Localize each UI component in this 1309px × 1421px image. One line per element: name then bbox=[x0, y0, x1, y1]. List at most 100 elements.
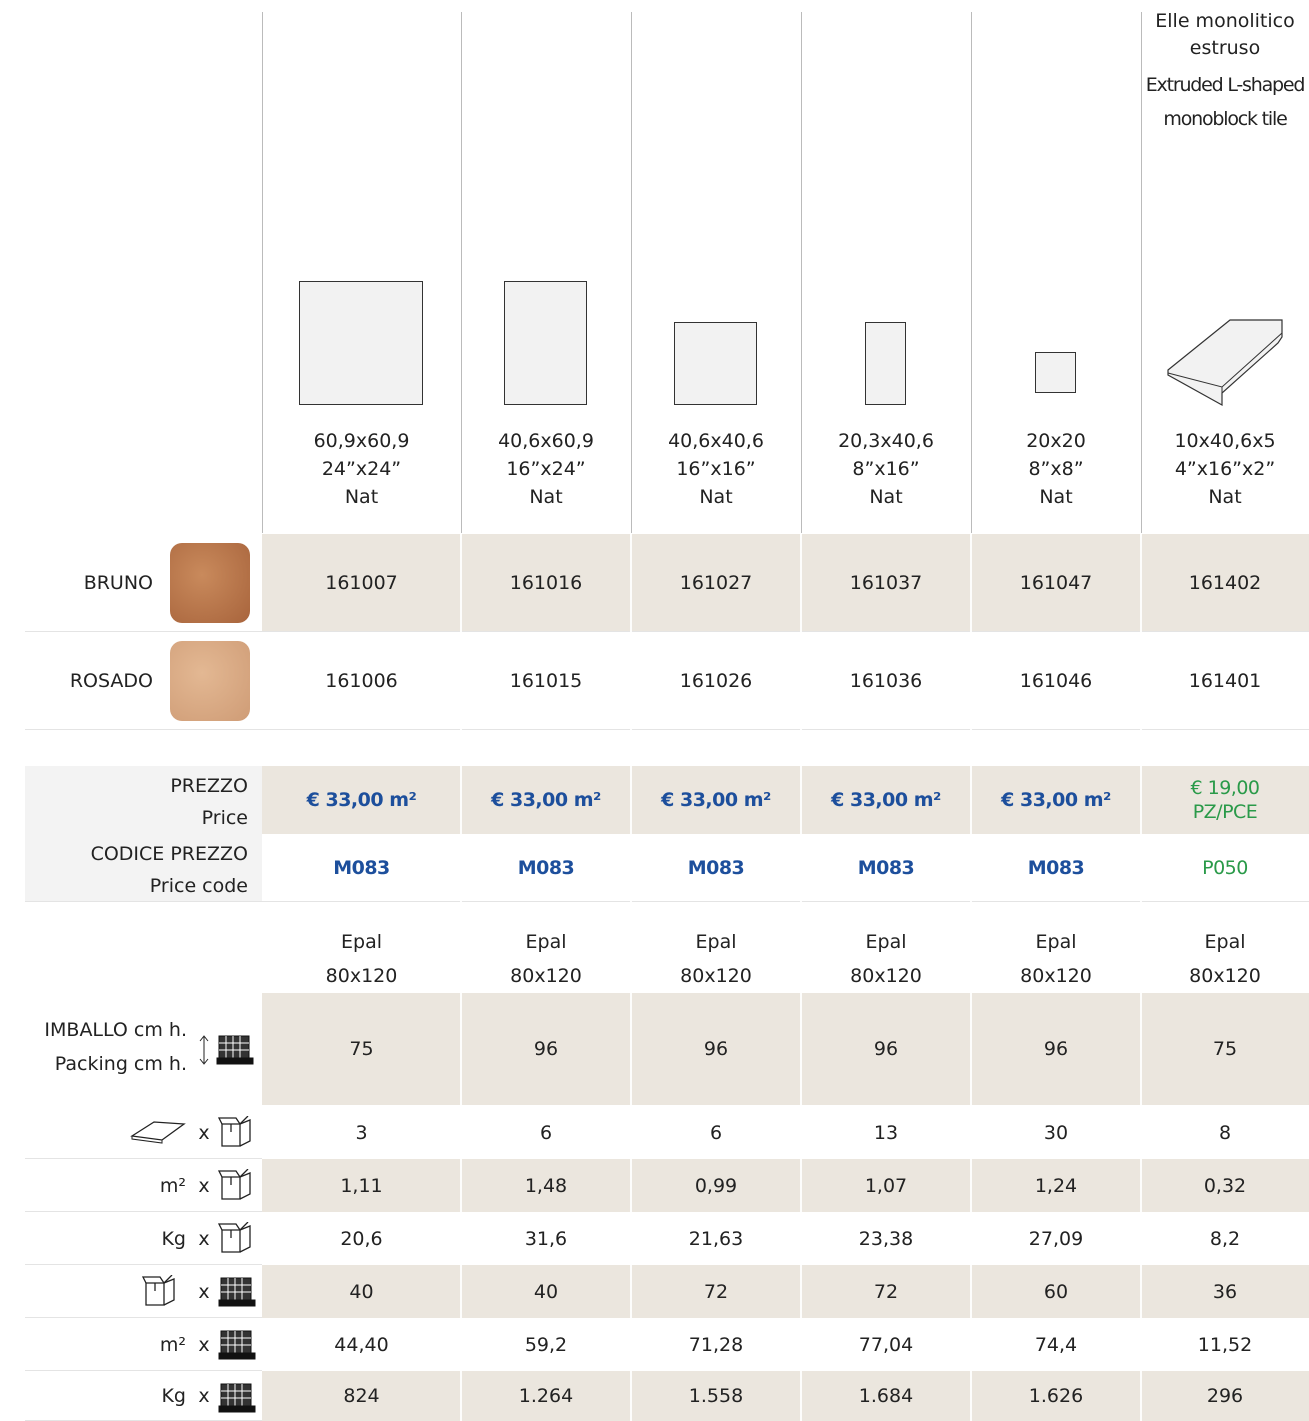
tile-drawing bbox=[504, 281, 587, 405]
tile-icon-svg bbox=[130, 1118, 186, 1146]
packing-value: 96 bbox=[461, 993, 631, 1105]
row-value: 1.558 bbox=[631, 1371, 801, 1421]
row-value: 6 bbox=[631, 1106, 801, 1159]
row-unit: m² bbox=[110, 1159, 186, 1212]
product-code: 161047 bbox=[971, 534, 1141, 632]
product-code: 161046 bbox=[971, 632, 1141, 730]
tile-drawing bbox=[299, 281, 423, 405]
product-code: 161402 bbox=[1141, 534, 1309, 632]
format-inches: 4”x16”x2” bbox=[1141, 455, 1309, 483]
product-code: 161027 bbox=[631, 534, 801, 632]
pallet-type: Epal bbox=[262, 928, 461, 956]
l-tile-drawing-svg bbox=[1160, 315, 1290, 410]
format-finish: Nat bbox=[631, 483, 801, 511]
price-list-page: Elle monolitico estrusoExtruded L-shaped… bbox=[0, 0, 1309, 1421]
row-value: 77,04 bbox=[801, 1318, 971, 1371]
carton-icon bbox=[142, 1275, 178, 1307]
cell-divider bbox=[970, 534, 972, 1421]
color-name: ROSADO bbox=[25, 632, 153, 730]
format-inches: 16”x24” bbox=[461, 455, 631, 483]
pallet-size: 80x120 bbox=[1141, 962, 1309, 990]
unit-icon bbox=[218, 1381, 256, 1413]
format-inches: 16”x16” bbox=[631, 455, 801, 483]
pallet-size: 80x120 bbox=[631, 962, 801, 990]
row-value: 1.684 bbox=[801, 1371, 971, 1421]
row-value: 20,6 bbox=[262, 1212, 461, 1265]
packing-value: 96 bbox=[971, 993, 1141, 1105]
packing-value: 75 bbox=[262, 993, 461, 1105]
format-finish: Nat bbox=[262, 483, 461, 511]
product-code: 161026 bbox=[631, 632, 801, 730]
row-value: 8 bbox=[1141, 1106, 1309, 1159]
row-value: 1.264 bbox=[461, 1371, 631, 1421]
format-size: 10x40,6x5 bbox=[1141, 427, 1309, 455]
packing-label: IMBALLO cm h. bbox=[25, 1013, 187, 1047]
pallet-type: Epal bbox=[971, 928, 1141, 956]
unit-icon bbox=[218, 1169, 256, 1201]
special-title-it: Elle monolitico estruso bbox=[1141, 8, 1309, 64]
product-code: 161016 bbox=[461, 534, 631, 632]
cell-divider bbox=[460, 534, 462, 1421]
row-value: 59,2 bbox=[461, 1318, 631, 1371]
row-value: 74,4 bbox=[971, 1318, 1141, 1371]
product-code: 161015 bbox=[461, 632, 631, 730]
row-times: x bbox=[194, 1265, 214, 1318]
height-icon-svg bbox=[196, 1033, 256, 1067]
unit-icon-svg bbox=[218, 1275, 256, 1307]
row-unit: Kg bbox=[110, 1371, 186, 1421]
special-title-en: Extruded L-shaped monoblock tile bbox=[1141, 68, 1309, 132]
unit-icon-svg bbox=[218, 1328, 256, 1360]
pallet-type: Epal bbox=[461, 928, 631, 956]
pallet-size: 80x120 bbox=[262, 962, 461, 990]
price-code-value: M083 bbox=[656, 834, 776, 902]
price-value: € 19,00 PZ/PCE bbox=[1166, 766, 1284, 834]
packing-label-en: Packing cm h. bbox=[25, 1047, 187, 1081]
row-value: 72 bbox=[631, 1265, 801, 1318]
price-value: € 33,00 m² bbox=[826, 766, 946, 834]
cell-divider bbox=[1140, 534, 1142, 1421]
unit-icon-svg bbox=[218, 1381, 256, 1413]
color-swatch bbox=[170, 641, 250, 721]
row-value: 0,32 bbox=[1141, 1159, 1309, 1212]
price-value: € 33,00 m² bbox=[656, 766, 776, 834]
row-times: x bbox=[194, 1106, 214, 1159]
color-swatch bbox=[170, 543, 250, 623]
pallet-size: 80x120 bbox=[461, 962, 631, 990]
row-value: 27,09 bbox=[971, 1212, 1141, 1265]
product-code: 161006 bbox=[262, 632, 461, 730]
product-code: 161036 bbox=[801, 632, 971, 730]
format-finish: Nat bbox=[801, 483, 971, 511]
cell-divider bbox=[800, 534, 802, 1421]
unit-icon bbox=[218, 1222, 256, 1254]
pallet-type: Epal bbox=[1141, 928, 1309, 956]
tile-drawing bbox=[674, 322, 757, 405]
price-label: PREZZO bbox=[25, 770, 248, 802]
row-unit: Kg bbox=[110, 1212, 186, 1265]
pallet-size: 80x120 bbox=[801, 962, 971, 990]
row-value: 1,48 bbox=[461, 1159, 631, 1212]
format-size: 20,3x40,6 bbox=[801, 427, 971, 455]
format-size: 40,6x60,9 bbox=[461, 427, 631, 455]
tile-icon bbox=[130, 1118, 186, 1146]
packing-value: 96 bbox=[631, 993, 801, 1105]
packing-value: 96 bbox=[801, 993, 971, 1105]
packing-value: 75 bbox=[1141, 993, 1309, 1105]
format-finish: Nat bbox=[1141, 483, 1309, 511]
price-label: CODICE PREZZO bbox=[25, 838, 248, 870]
price-value: € 33,00 m² bbox=[486, 766, 606, 834]
unit-icon bbox=[218, 1116, 256, 1148]
row-value: 40 bbox=[262, 1265, 461, 1318]
unit-icon-svg bbox=[218, 1169, 256, 1201]
row-line bbox=[25, 1264, 262, 1265]
row-value: 23,38 bbox=[801, 1212, 971, 1265]
pallet-type: Epal bbox=[631, 928, 801, 956]
row-value: 1,11 bbox=[262, 1159, 461, 1212]
row-value: 72 bbox=[801, 1265, 971, 1318]
row-value: 30 bbox=[971, 1106, 1141, 1159]
row-value: 0,99 bbox=[631, 1159, 801, 1212]
price-code-value: M083 bbox=[996, 834, 1116, 902]
row-value: 8,2 bbox=[1141, 1212, 1309, 1265]
row-value: 21,63 bbox=[631, 1212, 801, 1265]
row-times: x bbox=[194, 1318, 214, 1371]
price-code-value: P050 bbox=[1166, 834, 1284, 902]
